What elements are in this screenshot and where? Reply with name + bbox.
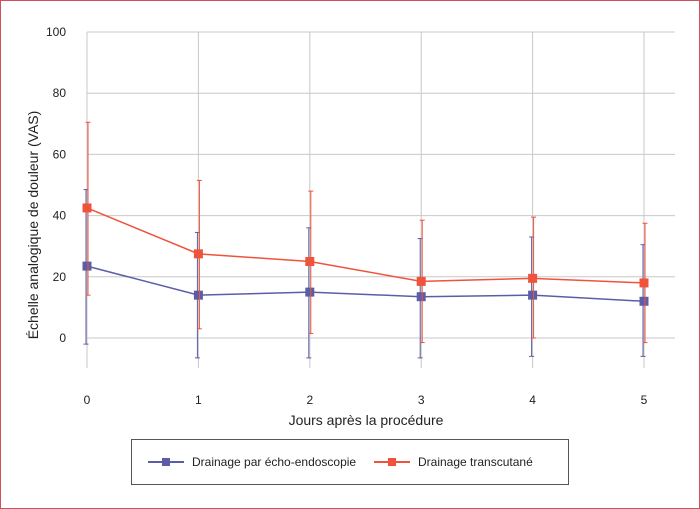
y-tick-label: 60 xyxy=(53,147,67,161)
data-point xyxy=(528,290,538,300)
y-axis-title: Échelle analogique de douleur (VAS) xyxy=(25,111,41,340)
series-layer xyxy=(82,121,649,359)
y-tick-label: 0 xyxy=(59,331,66,345)
series-line xyxy=(86,207,645,284)
x-tick-label: 4 xyxy=(529,393,536,407)
x-tick-label: 5 xyxy=(641,393,648,407)
data-point xyxy=(193,290,203,300)
x-tick-label: 1 xyxy=(195,393,202,407)
x-axis-title: Jours après la procédure xyxy=(289,412,444,428)
legend-item-echo-endoscopie: Drainage par écho-endoscopie xyxy=(148,454,356,470)
legend-item-transcutane: Drainage transcutané xyxy=(374,454,533,470)
y-tick-label: 40 xyxy=(53,209,67,223)
x-axis-ticks: 0 1 2 3 4 5 xyxy=(84,393,648,407)
y-tick-label: 80 xyxy=(53,86,67,100)
data-point xyxy=(528,273,538,283)
x-tick-label: 0 xyxy=(84,393,91,407)
data-point xyxy=(82,261,92,271)
data-point xyxy=(82,203,92,213)
y-axis-ticks: 0 20 40 60 80 100 xyxy=(46,25,66,345)
data-point xyxy=(305,257,315,266)
data-point xyxy=(305,287,315,297)
data-point xyxy=(193,249,203,259)
legend: Drainage par écho-endoscopie Drainage tr… xyxy=(131,439,569,485)
series-echo-endoscopie xyxy=(82,189,649,359)
x-tick-label: 2 xyxy=(306,393,313,407)
legend-label-transcutane: Drainage transcutané xyxy=(418,455,533,469)
x-tick-label: 3 xyxy=(418,393,425,407)
series-line xyxy=(86,265,645,303)
data-point xyxy=(416,292,426,302)
legend-label-echo-endoscopie: Drainage par écho-endoscopie xyxy=(192,455,357,469)
data-point xyxy=(639,296,649,306)
grid xyxy=(86,31,675,368)
legend-swatch-transcutane xyxy=(374,454,410,470)
legend-swatch-echo-endoscopie xyxy=(148,454,184,470)
y-tick-label: 20 xyxy=(53,270,67,284)
data-point xyxy=(416,276,426,286)
data-point xyxy=(639,278,649,288)
y-tick-label: 100 xyxy=(46,25,66,39)
series-transcutane xyxy=(82,121,649,344)
